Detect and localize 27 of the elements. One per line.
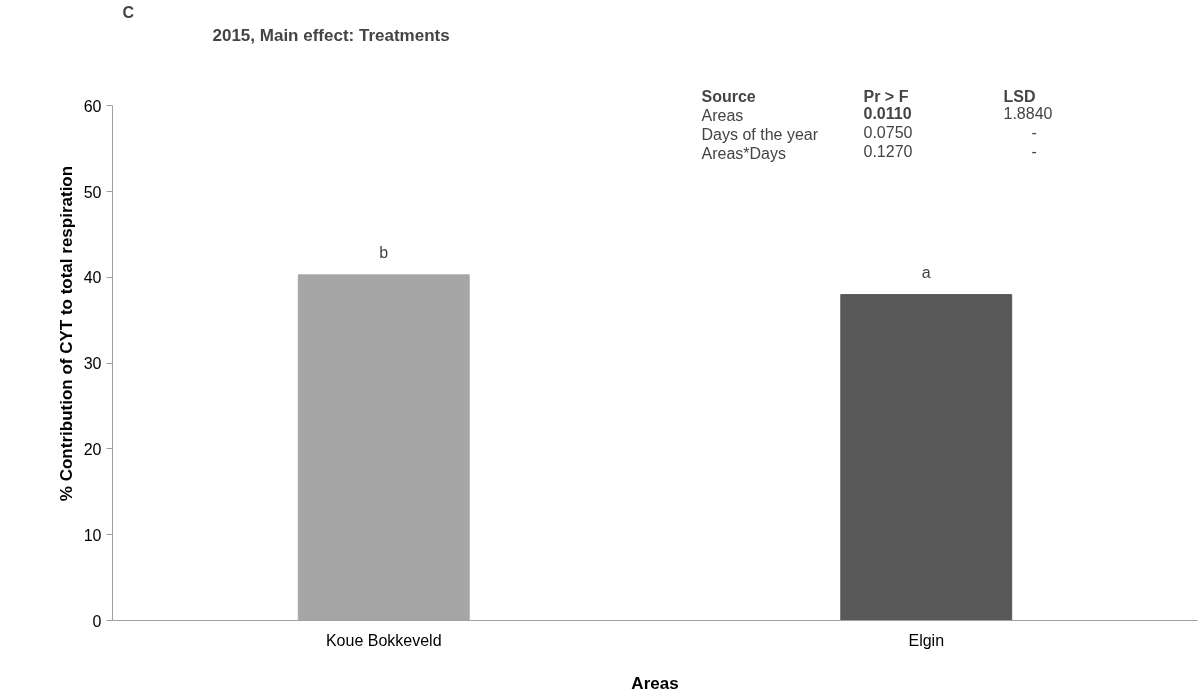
text: Pr > F xyxy=(863,87,909,105)
y-axis-title: % Contribution of CYT to total respiration xyxy=(56,165,76,502)
annotation: Areas xyxy=(701,106,744,124)
annotation: 0.1270 xyxy=(863,143,913,161)
annotation: Days of the year xyxy=(701,126,819,144)
y-tick-label: 10 xyxy=(83,526,102,544)
text: Source xyxy=(701,87,756,105)
annotation: 0.0110 xyxy=(863,104,912,122)
y-tick-label: 30 xyxy=(83,355,102,373)
annotation: - xyxy=(1031,143,1037,161)
y-tick-label: 20 xyxy=(83,440,102,458)
text: C xyxy=(122,3,135,21)
y-tick-label: 40 xyxy=(83,269,102,287)
x-tick-label: Koue Bokkeveld xyxy=(325,631,442,649)
text: LSD xyxy=(1003,87,1036,105)
annotation: 0.0750 xyxy=(863,124,913,142)
x-tick-label: Elgin xyxy=(908,631,945,649)
annotation: Areas*Days xyxy=(701,145,786,163)
chart-title: 2015, Main effect: Treatments xyxy=(212,25,450,45)
annotation: - xyxy=(1031,124,1037,142)
annotation: a xyxy=(921,263,931,281)
annotation: b xyxy=(379,243,389,261)
annotation: 1.8840 xyxy=(1003,104,1053,122)
y-tick-label: 50 xyxy=(83,183,102,201)
y-tick-label: 0 xyxy=(92,612,102,630)
y-tick-label: 60 xyxy=(83,97,102,115)
x-axis-title: Areas xyxy=(631,673,679,693)
